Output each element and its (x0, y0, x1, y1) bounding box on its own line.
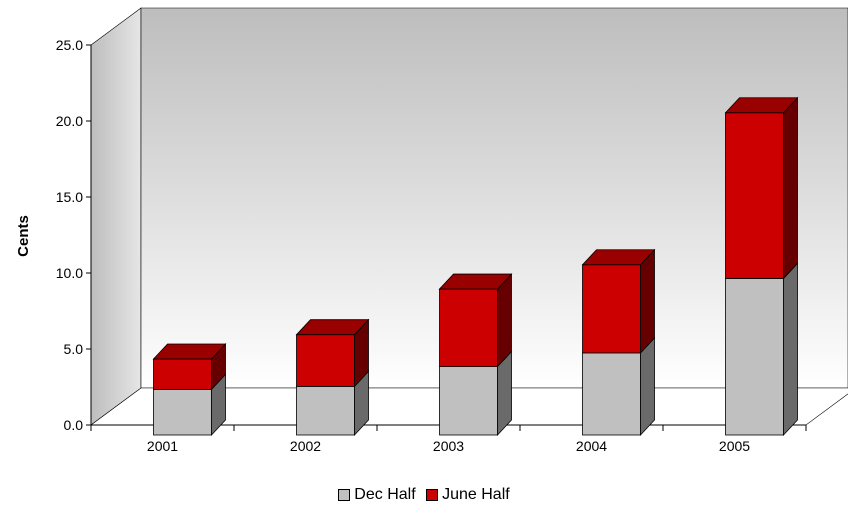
y-tick-label: 20.0 (56, 113, 83, 129)
bar-top-june-half-2002 (295, 319, 370, 336)
bar-dec-half-2002 (296, 385, 355, 436)
y-tick-label: 10.0 (56, 265, 83, 281)
legend-swatch-dec-half (338, 489, 351, 501)
legend-swatch-june-half (426, 489, 439, 501)
x-tick-label-2002: 2002 (290, 438, 321, 454)
bar-dec-half-2001 (153, 388, 212, 436)
bars (152, 96, 799, 437)
y-tick-label: 0.0 (64, 417, 84, 433)
legend-label-dec-half: Dec Half (354, 486, 416, 503)
bar-top-june-half-2003 (438, 273, 513, 290)
bar-june-half-2001 (153, 358, 212, 390)
bar-june-half-2003 (439, 288, 498, 367)
bar-dec-half-2003 (439, 366, 498, 436)
y-tick-label: 25.0 (56, 37, 83, 53)
y-tick-label: 15.0 (56, 189, 83, 205)
side-wall (90, 7, 142, 426)
y-axis-label: Cents (15, 215, 32, 257)
bar-dec-half-2004 (582, 352, 641, 436)
bar-side-dec-half-2004 (640, 336, 655, 437)
bar-june-half-2004 (582, 264, 641, 354)
back-wall (140, 7, 848, 389)
x-tick-label-2001: 2001 (147, 438, 178, 454)
legend-label-june-half: June Half (442, 486, 510, 503)
bar-top-june-half-2001 (152, 343, 227, 360)
legend-item-dec-half: Dec Half (338, 486, 416, 504)
bar-side-june-half-2003 (497, 273, 512, 368)
bar-dec-half-2005 (725, 278, 784, 436)
legend: Dec Half June Half (0, 486, 848, 506)
bar-june-half-2002 (296, 334, 355, 387)
x-tick-label-2004: 2004 (576, 438, 607, 454)
x-tick-label-2003: 2003 (433, 438, 464, 454)
bar-side-june-half-2005 (783, 96, 798, 280)
bar-side-dec-half-2005 (783, 262, 798, 437)
legend-item-june-half: June Half (426, 486, 510, 504)
bar-june-half-2005 (725, 112, 784, 279)
bar-top-june-half-2005 (724, 97, 799, 114)
x-tick-label-2005: 2005 (719, 438, 750, 454)
bar-top-june-half-2004 (581, 249, 656, 266)
y-tick-label: 5.0 (64, 341, 84, 357)
bar-side-june-half-2004 (640, 248, 655, 354)
